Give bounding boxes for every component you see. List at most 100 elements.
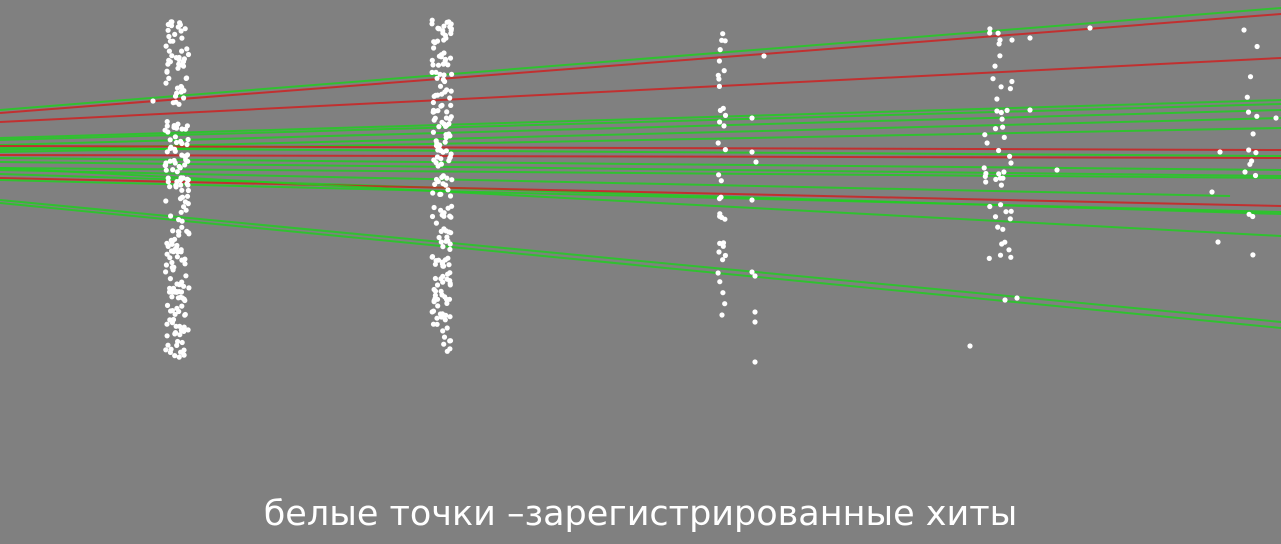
hit-point bbox=[981, 165, 987, 171]
hit-point bbox=[995, 30, 1001, 36]
hit-point bbox=[432, 181, 438, 187]
hit-point bbox=[1246, 211, 1252, 217]
hit-point bbox=[720, 243, 726, 249]
hit-point bbox=[997, 53, 1003, 59]
hit-point bbox=[163, 43, 169, 49]
hit-point bbox=[1241, 27, 1247, 33]
hit-point bbox=[1007, 153, 1013, 159]
hit-point bbox=[749, 149, 755, 155]
hit-point bbox=[1007, 86, 1014, 92]
hit-point bbox=[1253, 150, 1259, 156]
hit-point bbox=[722, 112, 729, 118]
hit-point bbox=[439, 292, 445, 298]
hit-point bbox=[443, 182, 449, 188]
hit-point bbox=[184, 46, 190, 52]
hit-point bbox=[1217, 149, 1223, 155]
hit-point bbox=[440, 28, 446, 34]
hit-point bbox=[169, 264, 175, 271]
hit-point bbox=[1244, 94, 1250, 100]
hit-point bbox=[178, 349, 184, 355]
hit-point bbox=[720, 257, 726, 263]
hit-point bbox=[718, 178, 724, 184]
hit-point bbox=[443, 115, 449, 121]
hit-point bbox=[166, 289, 173, 295]
hit-point bbox=[445, 187, 451, 193]
hit-point bbox=[1006, 247, 1012, 253]
hit-point bbox=[172, 160, 178, 166]
hit-point bbox=[431, 298, 437, 304]
hit-point bbox=[448, 21, 454, 27]
hit-point bbox=[437, 191, 443, 197]
hit-point bbox=[437, 71, 443, 77]
hit-point bbox=[986, 255, 992, 261]
hit-point bbox=[749, 115, 755, 121]
hit-point bbox=[447, 282, 453, 288]
hit-point bbox=[439, 174, 445, 180]
hit-point bbox=[1254, 43, 1260, 50]
hit-point bbox=[443, 123, 449, 129]
hit-point bbox=[993, 176, 999, 182]
hit-point bbox=[1008, 208, 1014, 214]
hit-point bbox=[438, 161, 444, 167]
hit-point bbox=[163, 167, 169, 173]
hit-point bbox=[447, 213, 453, 219]
hit-point bbox=[170, 167, 176, 173]
hit-point bbox=[447, 55, 454, 61]
hit-point bbox=[164, 68, 170, 74]
track-line-found-1 bbox=[0, 7, 1281, 111]
hit-point bbox=[166, 75, 172, 81]
track-line-found-7 bbox=[0, 117, 1281, 151]
hit-point bbox=[164, 240, 170, 246]
hit-point bbox=[430, 62, 436, 68]
hit-point bbox=[431, 93, 437, 99]
hit-point bbox=[1014, 295, 1020, 301]
hit-point bbox=[179, 279, 185, 285]
track-line-found-6 bbox=[0, 109, 1281, 146]
hit-point bbox=[442, 32, 448, 39]
hit-point bbox=[716, 76, 722, 82]
hit-point bbox=[176, 61, 182, 67]
hit-point bbox=[434, 75, 440, 81]
hit-point bbox=[174, 305, 180, 311]
hit-point bbox=[164, 333, 170, 339]
hit-point bbox=[716, 83, 723, 89]
track-line-found-13 bbox=[0, 161, 1281, 177]
hit-point bbox=[181, 283, 187, 289]
hit-point bbox=[440, 328, 446, 334]
hit-point bbox=[430, 190, 436, 196]
hit-point bbox=[430, 99, 436, 106]
hit-point bbox=[716, 58, 723, 64]
hit-point bbox=[720, 31, 726, 37]
hit-point bbox=[168, 237, 174, 243]
hit-point bbox=[996, 41, 1002, 47]
hit-point bbox=[752, 309, 758, 315]
hit-point bbox=[177, 332, 183, 338]
hit-point bbox=[431, 157, 437, 163]
hit-point bbox=[1252, 172, 1259, 179]
hit-point bbox=[163, 269, 169, 275]
hit-point bbox=[169, 259, 175, 266]
hit-point bbox=[164, 302, 171, 308]
hit-point bbox=[722, 252, 729, 259]
hit-point bbox=[163, 160, 169, 166]
hit-point bbox=[174, 242, 180, 249]
hit-point bbox=[182, 153, 188, 159]
hit-point bbox=[172, 330, 179, 336]
hit-point bbox=[444, 325, 450, 331]
track-line-found-15 bbox=[0, 169, 1231, 197]
hit-point bbox=[175, 65, 181, 71]
hit-point bbox=[174, 90, 180, 96]
hit-point bbox=[179, 35, 185, 41]
hit-point bbox=[179, 48, 185, 54]
track-line-missed-3 bbox=[0, 57, 1281, 123]
hit-point bbox=[179, 224, 185, 230]
hit-point bbox=[1087, 25, 1093, 31]
hit-point bbox=[983, 179, 989, 185]
hit-point bbox=[435, 178, 441, 185]
hit-point bbox=[429, 17, 435, 23]
hit-point bbox=[445, 62, 451, 68]
hit-point bbox=[178, 28, 184, 34]
hit-point bbox=[181, 95, 187, 101]
hit-point bbox=[443, 296, 450, 302]
